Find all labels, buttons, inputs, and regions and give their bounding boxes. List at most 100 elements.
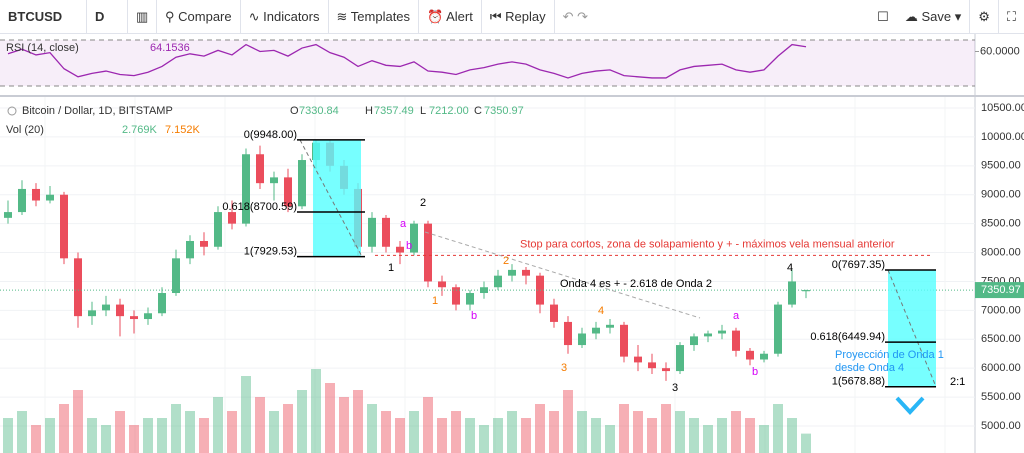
volume-bar: [59, 404, 69, 453]
candle-body: [270, 177, 278, 184]
volume-bar: [283, 404, 293, 453]
y-tick-label: 8500.00: [981, 218, 1021, 230]
legend-text: Vol (20): [6, 124, 44, 136]
projection: Proyección de Onda 1: [835, 349, 944, 361]
volume-bar: [437, 418, 447, 453]
y-tick-label: 7000.00: [981, 304, 1021, 316]
fib-box: [313, 139, 361, 257]
volume-bar: [367, 404, 377, 453]
volume-bar: [269, 411, 279, 453]
y-tick-label: 5000.00: [981, 420, 1021, 432]
arrow: [895, 396, 925, 415]
volume-bar: [773, 404, 783, 453]
candle-body: [396, 246, 404, 253]
volume-bar: [535, 404, 545, 453]
candle-body: [200, 240, 208, 247]
volume-bar: [787, 418, 797, 453]
volume-bar: [423, 397, 433, 453]
candle-body: [508, 269, 516, 276]
candle-body: [60, 194, 68, 259]
correction-label: a: [400, 218, 407, 230]
y-tick-label: 9000.00: [981, 189, 1021, 201]
y-tick-label: 6000.00: [981, 362, 1021, 374]
alert[interactable]: ⏰ Alert: [419, 0, 482, 33]
candle-body: [592, 327, 600, 334]
volume-bar: [745, 418, 755, 453]
correction-label: b: [471, 310, 477, 322]
volume-bar: [633, 411, 643, 453]
wave-label: 2: [420, 197, 426, 209]
legend-text: C: [474, 105, 482, 117]
candle-body: [564, 321, 572, 346]
symbol[interactable]: BTCUSD: [0, 0, 87, 33]
last-price-label: 7350.97: [981, 284, 1021, 296]
legend-dot: [7, 106, 17, 116]
fib-label: 0.618(6449.94): [810, 331, 885, 343]
candle-body: [102, 304, 110, 311]
legend-text: O: [290, 105, 299, 117]
candle-body: [214, 212, 222, 247]
candle-body: [634, 356, 642, 363]
candle-body: [298, 160, 306, 207]
candle-body: [172, 258, 180, 294]
volume-bar: [199, 418, 209, 453]
stop-text: Stop para cortos, zona de solapamiento y…: [520, 238, 895, 250]
candle-body: [732, 330, 740, 351]
volume-bar: [101, 425, 111, 453]
rsi-pane: [0, 34, 1024, 94]
volume-bar: [395, 418, 405, 453]
candle-body: [788, 281, 796, 305]
compare[interactable]: ⚲ Compare: [157, 0, 241, 33]
y-tick-label: 10000.00: [981, 131, 1024, 143]
candle-body: [242, 154, 250, 224]
correction-label: a: [733, 310, 740, 322]
candle-body: [228, 212, 236, 224]
legend-text: 7330.84: [299, 105, 339, 117]
volume-bar: [17, 411, 27, 453]
volume-bar: [73, 390, 83, 453]
y-tick-label: 10500.00: [981, 102, 1024, 114]
volume-bar: [409, 411, 419, 453]
replay[interactable]: ⏮ Replay: [482, 0, 555, 33]
volume-bar: [353, 390, 363, 453]
volume-bar: [521, 418, 531, 453]
candle-body: [438, 281, 446, 288]
templates[interactable]: ≋ Templates: [329, 0, 420, 33]
volume-bar: [577, 411, 587, 453]
volume-bar: [647, 418, 657, 453]
save[interactable]: ☁ Save ▾: [897, 0, 971, 33]
volume-bar: [493, 418, 503, 453]
volume-bar: [31, 425, 41, 453]
volume-bar: [619, 404, 629, 453]
chart-style[interactable]: ▥: [128, 0, 157, 33]
settings[interactable]: ⚙: [970, 0, 999, 33]
rsi-title: RSI (14, close): [6, 42, 79, 54]
indicators[interactable]: ∿ Indicators: [241, 0, 329, 33]
undo[interactable]: ↶ ↷: [562, 9, 589, 24]
trend: [887, 269, 937, 387]
volume-bar: [213, 397, 223, 453]
correction-label: b: [752, 366, 758, 378]
candle-body: [718, 330, 726, 334]
y-tick-label: 6500.00: [981, 333, 1021, 345]
volume-bar: [115, 411, 125, 453]
volume-bar: [339, 397, 349, 453]
candle-body: [620, 324, 628, 357]
volume-bar: [143, 418, 153, 453]
candle-body: [284, 177, 292, 207]
trend: [299, 139, 363, 257]
candle-body: [186, 240, 194, 259]
layout[interactable]: ☐: [877, 9, 889, 24]
candle-body: [256, 154, 264, 184]
volume-bar: [689, 418, 699, 453]
candle-body: [424, 223, 432, 282]
candle-body: [760, 353, 768, 360]
interval[interactable]: D: [87, 0, 128, 33]
sub-wave-label: 2: [503, 255, 509, 267]
volume-bar: [717, 418, 727, 453]
rsi-band: [0, 40, 975, 86]
fullscreen[interactable]: ⛶: [1006, 9, 1016, 24]
volume-bar: [465, 418, 475, 453]
legend-text: 7350.97: [484, 105, 524, 117]
